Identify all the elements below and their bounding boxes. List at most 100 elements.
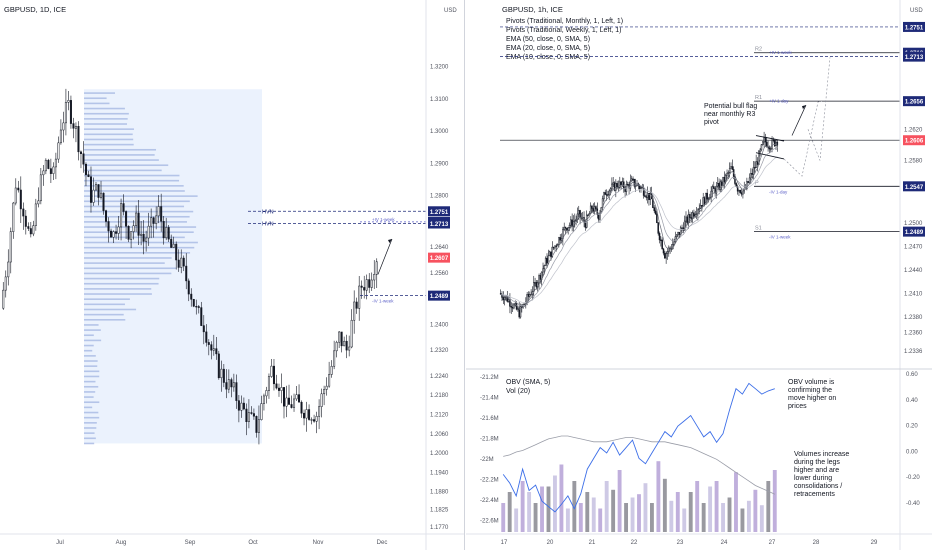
- daily-candle: [115, 231, 118, 234]
- volume-profile-bar: [84, 355, 96, 357]
- hourly-candle: [723, 176, 726, 183]
- indicator-legend-3: EMA (20, close, 0, SMA, 5): [506, 45, 590, 52]
- right-price-badge-4-bg: [903, 135, 925, 146]
- volume-profile-bar: [84, 437, 96, 440]
- daily-candle: [222, 368, 225, 383]
- hourly-candle: [612, 182, 614, 185]
- hourly-candle: [679, 227, 682, 235]
- hourly-candle: [701, 205, 703, 207]
- volume-bar: [714, 481, 719, 532]
- indicator-legend-4: EMA (10, close, 0, SMA, 5): [506, 54, 590, 61]
- hourly-candle: [523, 303, 526, 306]
- daily-candle: [227, 379, 230, 390]
- left-chart-svg[interactable]: GBPUSD, 1D, ICE USD HVN HVN +IV 1-week -IV …: [0, 0, 464, 550]
- daily-candle: [340, 331, 343, 347]
- vol-axis-tick: 0.40: [906, 398, 918, 404]
- volume-bar: [662, 478, 667, 532]
- hourly-candle: [738, 189, 740, 192]
- hourly-candle: [571, 219, 573, 228]
- hourly-candle: [648, 192, 650, 200]
- left-chart-panel[interactable]: GBPUSD, 1D, ICE USD HVN HVN +IV 1-week -IV …: [0, 0, 465, 550]
- vol-note-0: Volumes increase: [794, 451, 849, 458]
- daily-candle: [325, 385, 328, 390]
- hourly-candle: [559, 237, 561, 241]
- daily-candle: [160, 206, 163, 222]
- vol-note-3: lower during: [794, 475, 832, 482]
- hourly-candle: [531, 291, 534, 295]
- hourly-candle: [681, 227, 683, 229]
- hourly-candle: [661, 239, 663, 250]
- volume-bar: [746, 500, 751, 532]
- daily-candle: [230, 379, 233, 388]
- daily-candle: [190, 293, 193, 300]
- right-chart-svg[interactable]: GBPUSD, 1h, ICE USD Pivots (Traditional,…: [466, 0, 932, 550]
- volume-profile-bar: [84, 143, 134, 146]
- indicator-legend-0: Pivots (Traditional, Monthly, 1, Left, 1…: [506, 18, 623, 25]
- daily-candle: [338, 331, 341, 343]
- daily-candle: [32, 225, 35, 235]
- volume-profile-bar: [84, 401, 100, 404]
- daily-candle: [150, 217, 153, 227]
- hvn-label: HVN: [262, 209, 274, 215]
- daily-candle: [97, 184, 100, 198]
- right-y-tick: 1.2360: [904, 330, 923, 336]
- obv-axis-tick: -22M: [480, 457, 494, 463]
- hourly-candle: [529, 294, 531, 297]
- daily-candle: [142, 233, 145, 242]
- volume-bar: [546, 486, 551, 532]
- hourly-candle: [510, 306, 513, 308]
- hourly-candle: [649, 192, 652, 200]
- hourly-candle: [746, 181, 748, 189]
- right-price-badge-2-bg: [903, 51, 925, 62]
- hourly-candle: [694, 214, 697, 217]
- hourly-candle: [706, 192, 708, 200]
- left-y-tick: 1.2400: [430, 322, 449, 328]
- daily-candle: [9, 231, 12, 263]
- hourly-candle: [739, 189, 742, 193]
- daily-candle: [355, 301, 358, 309]
- hourly-candle: [728, 167, 731, 173]
- volume-profile-bar: [84, 344, 94, 347]
- right-price-badge-6-bg: [903, 226, 925, 237]
- volume-profile-bar: [84, 427, 97, 429]
- daily-candle: [313, 419, 316, 422]
- daily-candle: [210, 344, 213, 351]
- daily-candle: [305, 409, 308, 419]
- lower-pane-label-0: OBV (SMA, 5): [506, 379, 550, 386]
- left-x-tick: Nov: [313, 540, 324, 546]
- volume-profile-bar: [84, 272, 172, 275]
- left-price-badge-4: 1.2489: [430, 294, 449, 300]
- volume-ma-line: [503, 435, 775, 495]
- hourly-candle: [632, 178, 634, 180]
- volume-profile-bar: [84, 138, 134, 141]
- daily-candle: [275, 383, 278, 389]
- iv-1week-up-label: +IV 1-week: [769, 50, 792, 55]
- left-y-tick: 1.2320: [430, 348, 449, 354]
- volume-bar: [578, 503, 583, 532]
- hourly-candle: [575, 218, 577, 221]
- volume-bar: [656, 461, 661, 532]
- right-chart-panel[interactable]: GBPUSD, 1h, ICE USD Pivots (Traditional,…: [466, 0, 932, 550]
- daily-candle: [64, 102, 67, 124]
- volume-bar: [520, 481, 525, 532]
- volume-profile-bar: [84, 385, 99, 388]
- volume-profile-bar: [84, 92, 116, 94]
- daily-candle: [155, 215, 158, 224]
- daily-candle: [44, 159, 47, 172]
- daily-candle: [212, 348, 215, 351]
- pivot-label-P: P: [755, 180, 759, 186]
- obv-line: [502, 382, 775, 513]
- hourly-candle: [707, 198, 710, 200]
- left-x-tick: Jul: [56, 540, 64, 546]
- volume-bar: [759, 505, 764, 532]
- daily-candle: [77, 126, 80, 153]
- hourly-candle: [657, 222, 659, 234]
- hourly-candle: [740, 192, 743, 195]
- hourly-candle: [703, 197, 706, 205]
- daily-candle: [59, 129, 62, 144]
- daily-candle: [277, 387, 280, 391]
- volume-profile-bar: [84, 277, 160, 280]
- daily-candle: [170, 238, 173, 248]
- daily-candle: [348, 346, 351, 351]
- volume-profile-bar: [84, 360, 98, 362]
